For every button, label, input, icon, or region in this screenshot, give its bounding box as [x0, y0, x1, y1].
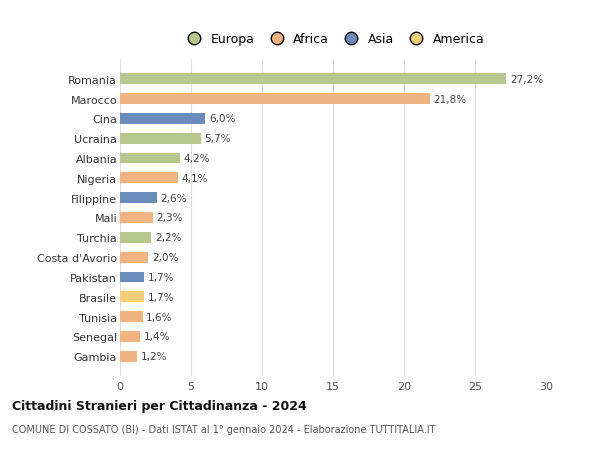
Text: Cittadini Stranieri per Cittadinanza - 2024: Cittadini Stranieri per Cittadinanza - 2… [12, 399, 307, 412]
Legend: Europa, Africa, Asia, America: Europa, Africa, Asia, America [176, 28, 490, 51]
Text: 5,7%: 5,7% [205, 134, 231, 144]
Bar [120, 213, 152, 224]
Text: 1,2%: 1,2% [140, 352, 167, 362]
Text: 21,8%: 21,8% [433, 94, 466, 104]
Text: 2,6%: 2,6% [160, 193, 187, 203]
Bar [120, 272, 144, 283]
Bar [120, 173, 178, 184]
Bar [120, 94, 430, 105]
Text: 2,2%: 2,2% [155, 233, 181, 243]
Bar [120, 193, 157, 204]
Text: 1,7%: 1,7% [148, 292, 174, 302]
Bar [120, 232, 151, 243]
Text: 1,7%: 1,7% [148, 272, 174, 282]
Text: 4,2%: 4,2% [183, 154, 209, 164]
Bar [120, 312, 143, 322]
Text: 2,0%: 2,0% [152, 252, 178, 263]
Text: 4,1%: 4,1% [182, 174, 208, 184]
Text: 1,4%: 1,4% [143, 332, 170, 342]
Bar [120, 134, 201, 144]
Bar [120, 74, 506, 85]
Bar [120, 331, 140, 342]
Bar [120, 351, 137, 362]
Bar [120, 114, 205, 124]
Text: 1,6%: 1,6% [146, 312, 173, 322]
Text: 6,0%: 6,0% [209, 114, 235, 124]
Bar [120, 292, 144, 302]
Bar [120, 153, 179, 164]
Text: 2,3%: 2,3% [156, 213, 183, 223]
Text: COMUNE DI COSSATO (BI) - Dati ISTAT al 1° gennaio 2024 - Elaborazione TUTTITALIA: COMUNE DI COSSATO (BI) - Dati ISTAT al 1… [12, 425, 436, 435]
Text: 27,2%: 27,2% [510, 74, 543, 84]
Bar [120, 252, 148, 263]
